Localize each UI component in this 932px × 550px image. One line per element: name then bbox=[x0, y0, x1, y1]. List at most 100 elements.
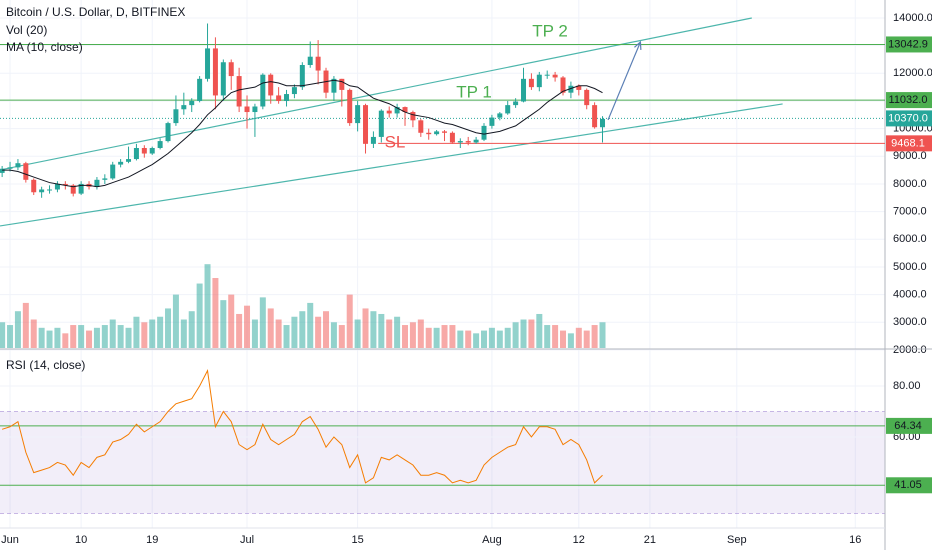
volume-bar bbox=[117, 325, 124, 348]
candle-body bbox=[442, 131, 448, 133]
candle-body bbox=[576, 85, 582, 90]
candle-body bbox=[276, 95, 282, 101]
candle-body bbox=[434, 131, 440, 135]
candle-body bbox=[149, 147, 155, 154]
rsi-tag bbox=[886, 417, 932, 434]
candle-body bbox=[568, 85, 574, 93]
rsi-tag bbox=[886, 477, 932, 494]
y-tick-label: 9000.0 bbox=[893, 150, 927, 162]
volume-bar bbox=[504, 327, 511, 348]
price-tag-label: 10370.0 bbox=[888, 112, 928, 124]
volume-bar bbox=[165, 308, 172, 348]
x-tick-label: 10 bbox=[75, 534, 87, 546]
trendline bbox=[0, 17, 752, 171]
volume-bar bbox=[402, 325, 409, 348]
price-tag-label: 11032.0 bbox=[889, 94, 928, 106]
volume-bar bbox=[370, 311, 377, 348]
price-tag bbox=[886, 135, 932, 152]
candle-body bbox=[205, 48, 211, 79]
chart-title: Bitcoin / U.S. Dollar, D, BITFINEX bbox=[6, 5, 185, 19]
candle-body bbox=[418, 120, 424, 133]
candle-body bbox=[126, 159, 132, 162]
candle-body bbox=[355, 105, 361, 124]
volume-bar bbox=[528, 319, 535, 348]
rsi-band bbox=[0, 411, 885, 514]
indicator-label: MA (10, close) bbox=[6, 40, 83, 54]
volume-bar bbox=[30, 319, 37, 348]
volume-bar bbox=[386, 319, 393, 348]
volume-bar bbox=[496, 330, 503, 348]
volume-bar bbox=[394, 316, 401, 348]
volume-bar bbox=[433, 327, 440, 348]
volume-bar bbox=[101, 325, 108, 348]
x-tick-label: 16 bbox=[849, 534, 861, 546]
candle-body bbox=[370, 136, 376, 144]
volume-bar bbox=[54, 327, 61, 348]
candle-body bbox=[181, 105, 187, 110]
y-tick-label: 80.00 bbox=[893, 380, 921, 392]
volume-bar bbox=[188, 311, 195, 348]
volume-bar bbox=[259, 297, 266, 348]
candle-body bbox=[592, 105, 598, 128]
indicator-label: Vol (20) bbox=[6, 23, 47, 37]
volume-bar bbox=[473, 333, 480, 348]
candle-body bbox=[54, 183, 60, 190]
volume-bar bbox=[591, 325, 598, 348]
volume-bar bbox=[149, 319, 156, 348]
volume-bar bbox=[133, 316, 140, 348]
candle-body bbox=[363, 105, 369, 144]
candle-body bbox=[386, 110, 392, 114]
volume-bar bbox=[417, 319, 424, 348]
candle-body bbox=[15, 163, 21, 168]
candle-body bbox=[141, 147, 147, 154]
candle-body bbox=[489, 117, 495, 126]
volume-bar bbox=[212, 278, 219, 348]
volume-bar bbox=[567, 333, 574, 348]
volume-bar bbox=[536, 313, 543, 348]
candle-body bbox=[284, 94, 290, 101]
y-tick-label: 12000.0 bbox=[893, 67, 932, 79]
candle-body bbox=[173, 109, 179, 124]
candle-body bbox=[7, 167, 13, 169]
candle-body bbox=[94, 179, 100, 187]
volume-bar bbox=[78, 325, 85, 348]
volume-bar bbox=[599, 322, 606, 348]
volume-bar bbox=[38, 327, 45, 348]
x-tick-label: Jun bbox=[1, 534, 19, 546]
volume-bar bbox=[157, 316, 164, 348]
x-tick-label: 19 bbox=[146, 534, 158, 546]
candle-body bbox=[197, 78, 203, 101]
candle-body bbox=[110, 164, 116, 179]
trendline bbox=[0, 103, 783, 227]
candle-body bbox=[544, 74, 550, 76]
volume-bar bbox=[93, 327, 100, 348]
indicator-label: RSI (14, close) bbox=[6, 358, 85, 372]
volume-bar bbox=[481, 330, 488, 348]
candle-body bbox=[426, 132, 432, 135]
annotation: SL bbox=[385, 132, 406, 151]
volume-bar bbox=[575, 327, 582, 348]
volume-bar bbox=[204, 264, 211, 348]
candle-body bbox=[457, 141, 463, 143]
volume-bar bbox=[62, 333, 69, 348]
volume-bar bbox=[70, 325, 77, 348]
volume-bar bbox=[220, 300, 227, 348]
y-tick-label: 2000.0 bbox=[893, 344, 927, 356]
x-tick-label: 15 bbox=[351, 534, 363, 546]
candle-body bbox=[560, 77, 566, 93]
candle-body bbox=[252, 106, 258, 113]
volume-bar bbox=[172, 294, 179, 348]
volume-bar bbox=[583, 330, 590, 348]
volume-bar bbox=[330, 322, 337, 348]
y-tick-label: 14000.0 bbox=[893, 12, 932, 24]
candle-body bbox=[465, 141, 471, 143]
volume-bar bbox=[449, 325, 456, 348]
volume-bar bbox=[362, 308, 369, 348]
y-tick-label: 4000.0 bbox=[893, 289, 927, 301]
candle-body bbox=[315, 56, 321, 71]
volume-bar bbox=[86, 330, 93, 348]
candle-body bbox=[339, 78, 345, 90]
candle-body bbox=[39, 189, 45, 193]
